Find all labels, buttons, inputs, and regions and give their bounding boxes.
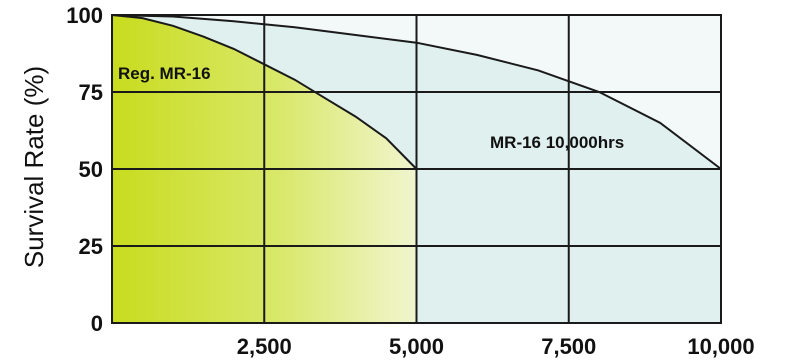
series-label-mr16-10000hrs: MR-16 10,000hrs (490, 133, 624, 152)
grid-layer (112, 15, 721, 323)
y-tick-label: 50 (79, 157, 103, 182)
y-tick-label: 0 (91, 311, 103, 336)
curve-layer (111, 14, 722, 170)
x-tick-label: 5,000 (389, 334, 444, 359)
y-tick-label: 75 (79, 80, 103, 105)
x-tick-label: 2,500 (237, 334, 292, 359)
series-label-reg-mr16: Reg. MR-16 (118, 64, 211, 83)
y-axis-label: Survival Rate (%) (19, 66, 49, 268)
curve-mr-16-10-000hrs (111, 14, 722, 170)
plot-frame (111, 14, 722, 324)
x-tick-label: 7,500 (541, 334, 596, 359)
y-tick-label: 25 (79, 234, 103, 259)
tick-layer: 2,500 5,000 7,500 10,000 100 75 50 25 0 (66, 3, 754, 359)
y-tick-label: 100 (66, 3, 103, 28)
x-tick-label: 10,000 (687, 334, 754, 359)
curve-reg-mr-16 (111, 14, 418, 170)
